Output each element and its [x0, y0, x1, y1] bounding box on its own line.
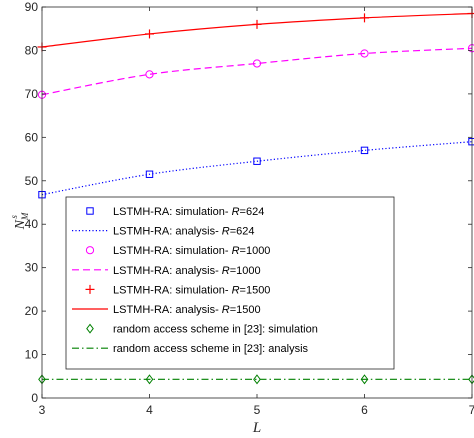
y-tick-label-7: 70	[25, 87, 39, 101]
legend: LSTMH-RA: simulation- R=624 LSTMH-RA: ana…	[65, 196, 395, 370]
legend-item-3: LSTMH-RA: analysis- R=1000	[72, 265, 261, 277]
y-tick-label-0: 0	[31, 391, 38, 405]
y-axis-label-sup: s	[9, 215, 19, 219]
y-tick-label-9: 90	[25, 0, 39, 14]
series-line-1	[41, 141, 473, 196]
y-tick-label-4: 40	[25, 217, 39, 231]
x-tick-label-0: 3	[39, 403, 46, 417]
y-axis-label-sub: M	[20, 212, 30, 221]
legend-item-6: random access scheme in [23]: simulation	[86, 323, 318, 336]
legend-label-3: LSTMH-RA: analysis- R=1000	[113, 265, 261, 277]
legend-label-7: random access scheme in [23]: analysis	[113, 343, 309, 355]
legend-label-0: LSTMH-RA: simulation- R=624	[113, 206, 264, 218]
legend-item-5: LSTMH-RA: analysis- R=1500	[72, 304, 261, 316]
legend-label-6: random access scheme in [23]: simulation	[113, 324, 318, 336]
legend-label-5: LSTMH-RA: analysis- R=1500	[113, 304, 261, 316]
legend-item-1: LSTMH-RA: analysis- R=624	[72, 226, 255, 238]
legend-item-4: LSTMH-RA: simulation- R=1500	[85, 284, 270, 296]
series-layer	[37, 9, 474, 385]
svg-text:NMs: NMs	[9, 212, 30, 230]
legend-item-0: LSTMH-RA: simulation- R=624	[86, 206, 264, 218]
y-axis-label: NMs	[9, 212, 30, 230]
legend-item-2: LSTMH-RA: simulation- R=1000	[85, 245, 270, 257]
y-tick-label-3: 30	[25, 261, 39, 275]
x-tick-label-4: 7	[469, 403, 474, 417]
y-tick-label-2: 20	[25, 304, 39, 318]
data-point-6-2	[253, 374, 261, 385]
legend-items: LSTMH-RA: simulation- R=624 LSTMH-RA: ana…	[72, 206, 318, 355]
x-tick-label-3: 6	[361, 403, 368, 417]
x-axis-label: L	[252, 420, 261, 436]
x-tick-label-2: 5	[254, 403, 261, 417]
data-point-6-1	[145, 374, 154, 385]
y-tick-label-8: 80	[25, 43, 39, 57]
y-tick-label-5: 50	[25, 174, 39, 188]
legend-marker-sample-0	[86, 207, 94, 215]
data-point-0-3	[360, 146, 369, 155]
legend-label-4: LSTMH-RA: simulation- R=1500	[113, 284, 270, 296]
y-axis-label-main: N	[13, 219, 28, 230]
legend-marker-sample-2	[85, 246, 95, 255]
series-line-5	[41, 12, 473, 48]
legend-marker-sample-4	[85, 284, 95, 294]
x-tick-label-1: 4	[146, 403, 153, 417]
y-tick-label-1: 10	[25, 348, 39, 362]
legend-marker-sample-6	[86, 323, 94, 334]
legend-label-1: LSTMH-RA: analysis- R=624	[113, 226, 255, 238]
legend-box	[65, 196, 395, 370]
y-tick-label-6: 60	[25, 130, 39, 144]
legend-label-2: LSTMH-RA: simulation- R=1000	[113, 245, 270, 257]
series-line-3	[41, 47, 473, 96]
legend-item-7: random access scheme in [23]: analysis	[72, 343, 309, 355]
data-point-6-3	[360, 374, 369, 385]
